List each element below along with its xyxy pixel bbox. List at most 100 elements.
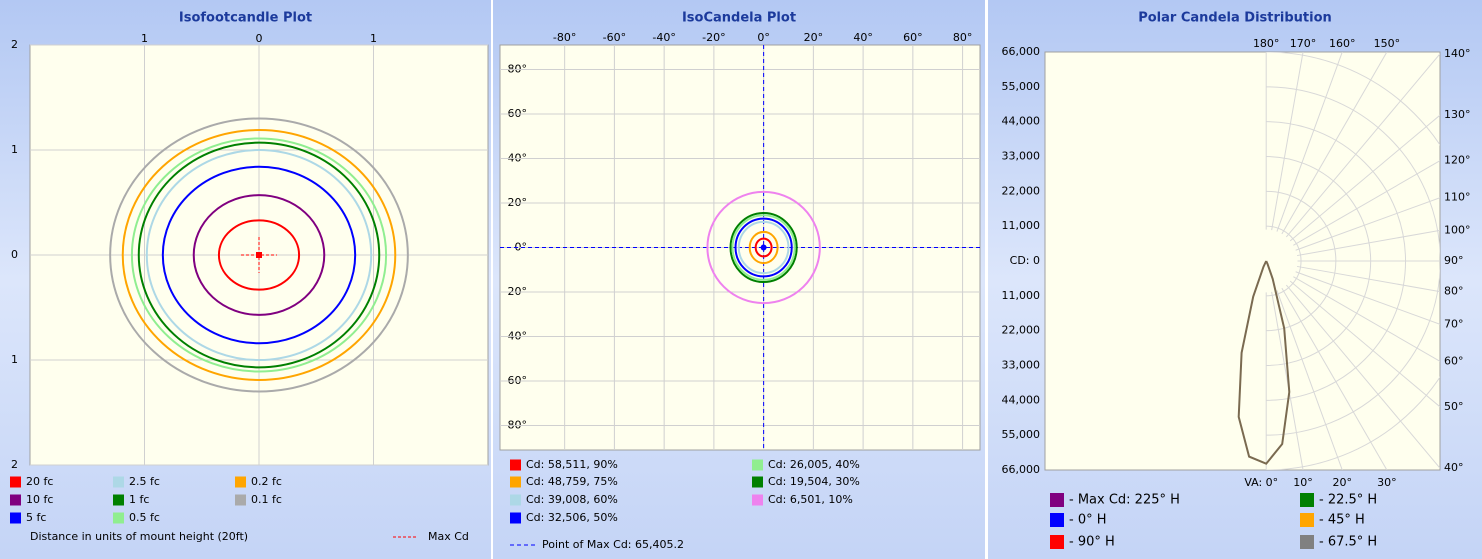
- angle-tick-label: 130°: [1444, 108, 1471, 121]
- y-tick-label: 55,000: [1002, 428, 1041, 441]
- angle-tick-label: 160°: [1329, 37, 1356, 50]
- x-tick-label: -20°: [702, 31, 725, 44]
- y-tick-label: 33,000: [1002, 150, 1041, 163]
- y-tick-label: 66,000: [1002, 463, 1041, 476]
- chart-title: Isofootcandle Plot: [179, 11, 312, 26]
- legend-swatch: [113, 476, 124, 488]
- legend-label: Point of Max Cd: 65,405.2: [542, 538, 684, 551]
- y-tick-label: 44,000: [1002, 115, 1041, 128]
- grid-ray: [1295, 271, 1440, 325]
- y-tick-label: 1: [11, 353, 18, 366]
- legend-swatch: [752, 476, 763, 488]
- legend-swatch: [752, 459, 763, 471]
- y-tick-label: 2: [11, 458, 18, 471]
- legend-swatch: [1300, 493, 1314, 507]
- legend-label: - 67.5° H: [1319, 535, 1377, 550]
- contour: [145, 149, 373, 361]
- legend-swatch: [1050, 513, 1064, 527]
- angle-tick-label: 60°: [1444, 354, 1464, 367]
- legend-swatch: [510, 459, 521, 471]
- polar-grid: [1265, 52, 1440, 470]
- y-tick-label: 22,000: [1002, 184, 1041, 197]
- angle-tick-label: 70°: [1444, 317, 1464, 330]
- grid-ray: [1271, 52, 1304, 231]
- angle-tick-label: 150°: [1374, 37, 1401, 50]
- legend-swatch: [1050, 493, 1064, 507]
- grid-ray: [1276, 290, 1343, 470]
- legend-label: - 45° H: [1319, 513, 1365, 528]
- legend-label: 2.5 fc: [129, 475, 160, 488]
- legend-swatch: [1050, 535, 1064, 549]
- legend-swatch: [510, 476, 521, 488]
- legend-swatch: [1300, 513, 1314, 527]
- grid-ray: [1281, 287, 1388, 470]
- legend-label: - 22.5° H: [1319, 493, 1377, 508]
- legend-swatch: [752, 494, 763, 506]
- angle-tick-label: 100°: [1444, 223, 1471, 236]
- angle-tick-label: 80°: [1444, 285, 1464, 298]
- y-tick-label: 0: [11, 248, 18, 261]
- contour: [161, 165, 357, 345]
- legend-swatch: [10, 512, 21, 524]
- legend-label: - 0° H: [1069, 513, 1107, 528]
- x-tick-label: -60°: [603, 31, 626, 44]
- contour: [754, 237, 773, 258]
- grid-ray: [1276, 52, 1343, 232]
- contour: [192, 194, 326, 316]
- legend-label: Cd: 19,504, 30%: [768, 475, 860, 488]
- legend-swatch: [113, 494, 124, 506]
- grid-ray: [1271, 291, 1304, 470]
- legend-swatch: [10, 476, 21, 488]
- contour: [109, 117, 409, 393]
- chart-title: Polar Candela Distribution: [1138, 11, 1332, 26]
- y-tick-label: 55,000: [1002, 80, 1041, 93]
- legend-swatch: [113, 512, 124, 524]
- legend-label: Cd: 58,511, 90%: [526, 458, 618, 471]
- angle-tick-label: 30°: [1377, 476, 1397, 489]
- x-tick-label: 0: [256, 32, 263, 45]
- angle-tick-label: 10°: [1293, 476, 1313, 489]
- grid-ray: [1289, 114, 1440, 242]
- contour: [137, 141, 381, 369]
- legend-label: 0.5 fc: [129, 511, 160, 524]
- x-tick-label: 80°: [953, 31, 973, 44]
- grid-ray: [1293, 160, 1440, 246]
- grid-ray: [1285, 284, 1440, 469]
- angle-tick-label: 120°: [1444, 154, 1471, 167]
- grid-ray: [1281, 52, 1388, 235]
- legend-label: 1 fc: [129, 493, 149, 506]
- contour: [734, 217, 793, 278]
- legend-swatch: [235, 476, 246, 488]
- candela-curve: [1237, 260, 1291, 465]
- y-tick-label: 22,000: [1002, 324, 1041, 337]
- contour: [731, 214, 796, 281]
- legend-label: Cd: 32,506, 50%: [526, 511, 618, 524]
- x-tick-label: 40°: [853, 31, 873, 44]
- max-point: [760, 244, 767, 251]
- y-tick-label: 33,000: [1002, 359, 1041, 372]
- x-tick-label: 60°: [903, 31, 923, 44]
- contour: [130, 137, 388, 373]
- angle-tick-label: 40°: [1444, 461, 1464, 474]
- angle-tick-label: 90°: [1444, 254, 1464, 267]
- x-tick-label: 20°: [804, 31, 824, 44]
- contour: [217, 219, 301, 291]
- angle-tick-label: 170°: [1290, 37, 1317, 50]
- legend-label: Max Cd: [428, 530, 469, 543]
- contour: [729, 212, 798, 283]
- contour: [706, 190, 821, 305]
- legend-label: 0.2 fc: [251, 475, 282, 488]
- angle-tick-label: 180°: [1253, 37, 1280, 50]
- chart-title: IsoCandela Plot: [682, 11, 796, 26]
- grid-ray: [1285, 53, 1440, 238]
- contour: [748, 230, 779, 265]
- x-tick-label: 1: [370, 32, 377, 45]
- grid-ray: [1296, 229, 1440, 257]
- x-axis-label: Distance in units of mount height (20ft): [30, 530, 248, 543]
- grid-arc: [1266, 86, 1440, 436]
- legend-label: 20 fc: [26, 475, 53, 488]
- legend-swatch: [510, 494, 521, 506]
- legend-label: Cd: 6,501, 10%: [768, 493, 853, 506]
- grid-ray: [1293, 276, 1440, 362]
